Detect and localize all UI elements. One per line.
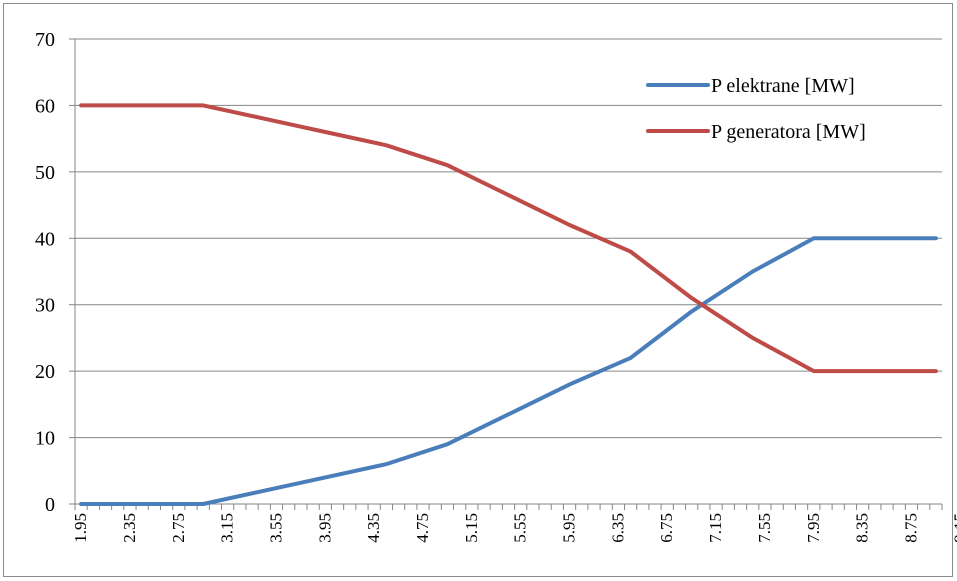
x-tick-label: 8.35 <box>853 513 872 543</box>
legend: P elektrane [MW] P generatora [MW] <box>646 75 866 143</box>
chart-frame <box>3 3 953 577</box>
x-tick-label: 7.55 <box>755 513 774 543</box>
y-tick-label-0: 0 <box>45 494 55 516</box>
x-tick-label: 2.75 <box>169 513 188 543</box>
x-tick-label: 3.95 <box>315 513 334 543</box>
axes <box>74 39 942 505</box>
x-tick-label: 9.15 <box>950 513 957 543</box>
x-tick-label: 1.95 <box>71 513 90 543</box>
x-tick-label: 8.75 <box>901 513 920 543</box>
x-tick-label: 5.95 <box>560 513 579 543</box>
x-tick-label: 3.55 <box>266 513 285 543</box>
x-tick-label: 4.75 <box>413 513 432 543</box>
legend-label-2: P generatora [MW] <box>711 121 866 143</box>
series-lines <box>79 103 938 506</box>
series-line-2 <box>79 103 938 374</box>
y-tick-label-60: 60 <box>35 95 55 117</box>
x-tick-label: 5.15 <box>462 513 481 543</box>
x-tick-label: 4.35 <box>364 513 383 543</box>
y-tick-label-10: 10 <box>35 428 55 450</box>
x-tick-label: 2.35 <box>120 513 139 543</box>
y-tick-label-20: 20 <box>35 361 55 383</box>
x-tick-label: 6.75 <box>657 513 676 543</box>
y-tick-label-50: 50 <box>35 162 55 184</box>
y-axis-ticks: 0 10 20 30 40 50 60 70 <box>35 29 75 516</box>
x-tick-label: 3.15 <box>218 513 237 543</box>
y-tick-label-70: 70 <box>35 29 55 51</box>
x-axis-ticks: 1.95 2.35 2.75 3.15 3.55 3.95 4.35 4.75 5.15 5.55… <box>71 504 957 543</box>
y-tick-label-30: 30 <box>35 295 55 317</box>
legend-label-1: P elektrane [MW] <box>711 75 855 97</box>
y-tick-label-40: 40 <box>35 228 55 250</box>
x-tick-label: 7.95 <box>804 513 823 543</box>
x-tick-label: 6.35 <box>608 513 627 543</box>
x-tick-label: 7.15 <box>706 513 725 543</box>
series-line-1 <box>79 236 938 506</box>
x-tick-label: 5.55 <box>511 513 530 543</box>
gridlines <box>75 38 942 439</box>
